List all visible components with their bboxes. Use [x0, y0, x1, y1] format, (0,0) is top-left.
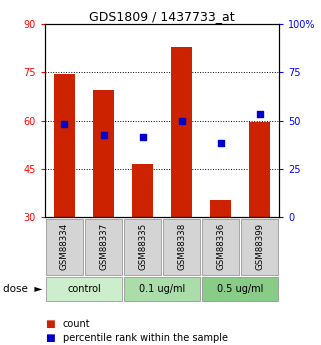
Text: percentile rank within the sample: percentile rank within the sample	[63, 333, 228, 343]
Text: ■: ■	[45, 319, 55, 329]
Text: GSM88399: GSM88399	[255, 223, 264, 270]
Bar	[124, 277, 200, 301]
Bar	[124, 218, 161, 275]
Text: 0.1 ug/ml: 0.1 ug/ml	[139, 284, 185, 294]
Bar	[46, 277, 122, 301]
Bar	[171, 47, 192, 217]
Bar	[85, 218, 122, 275]
Point	[101, 132, 106, 138]
Point	[179, 118, 184, 124]
Bar	[241, 218, 278, 275]
Point	[140, 134, 145, 140]
Bar	[249, 122, 271, 217]
Bar	[202, 218, 239, 275]
Text: 0.5 ug/ml: 0.5 ug/ml	[217, 284, 264, 294]
Text: GSM88337: GSM88337	[99, 223, 108, 270]
Bar	[210, 200, 231, 217]
Text: ■: ■	[45, 333, 55, 343]
Text: control: control	[67, 284, 101, 294]
Bar	[202, 277, 278, 301]
Point	[62, 121, 67, 127]
Bar	[46, 218, 83, 275]
Bar	[93, 90, 114, 217]
Text: GSM88335: GSM88335	[138, 223, 147, 270]
Point	[218, 140, 223, 146]
Point	[257, 111, 262, 117]
Text: GSM88336: GSM88336	[216, 223, 225, 270]
Text: count: count	[63, 319, 90, 329]
Text: GSM88334: GSM88334	[60, 223, 69, 270]
Bar	[54, 74, 75, 217]
Text: dose  ►: dose ►	[3, 284, 43, 294]
Bar	[132, 164, 153, 217]
Title: GDS1809 / 1437733_at: GDS1809 / 1437733_at	[89, 10, 235, 23]
Text: GSM88338: GSM88338	[177, 223, 186, 270]
Bar	[163, 218, 200, 275]
